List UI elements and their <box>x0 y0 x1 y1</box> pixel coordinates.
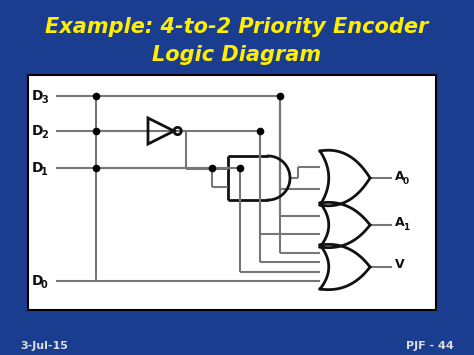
Text: A: A <box>395 169 405 182</box>
Bar <box>28 75 436 310</box>
Text: D: D <box>32 274 44 288</box>
Text: Example: 4-to-2 Priority Encoder: Example: 4-to-2 Priority Encoder <box>46 17 428 37</box>
Text: Logic Diagram: Logic Diagram <box>153 45 321 65</box>
Text: D: D <box>32 124 44 138</box>
Text: 3: 3 <box>41 95 48 105</box>
Text: 1: 1 <box>403 224 409 233</box>
Text: PJF - 44: PJF - 44 <box>406 341 454 351</box>
Text: 0: 0 <box>403 176 409 186</box>
Text: D: D <box>32 89 44 103</box>
Text: V: V <box>395 258 405 272</box>
Text: 0: 0 <box>41 280 48 290</box>
Text: 3-Jul-15: 3-Jul-15 <box>20 341 68 351</box>
Text: D: D <box>32 161 44 175</box>
Text: A: A <box>395 217 405 229</box>
Text: 1: 1 <box>41 167 48 177</box>
Text: 2: 2 <box>41 130 48 140</box>
